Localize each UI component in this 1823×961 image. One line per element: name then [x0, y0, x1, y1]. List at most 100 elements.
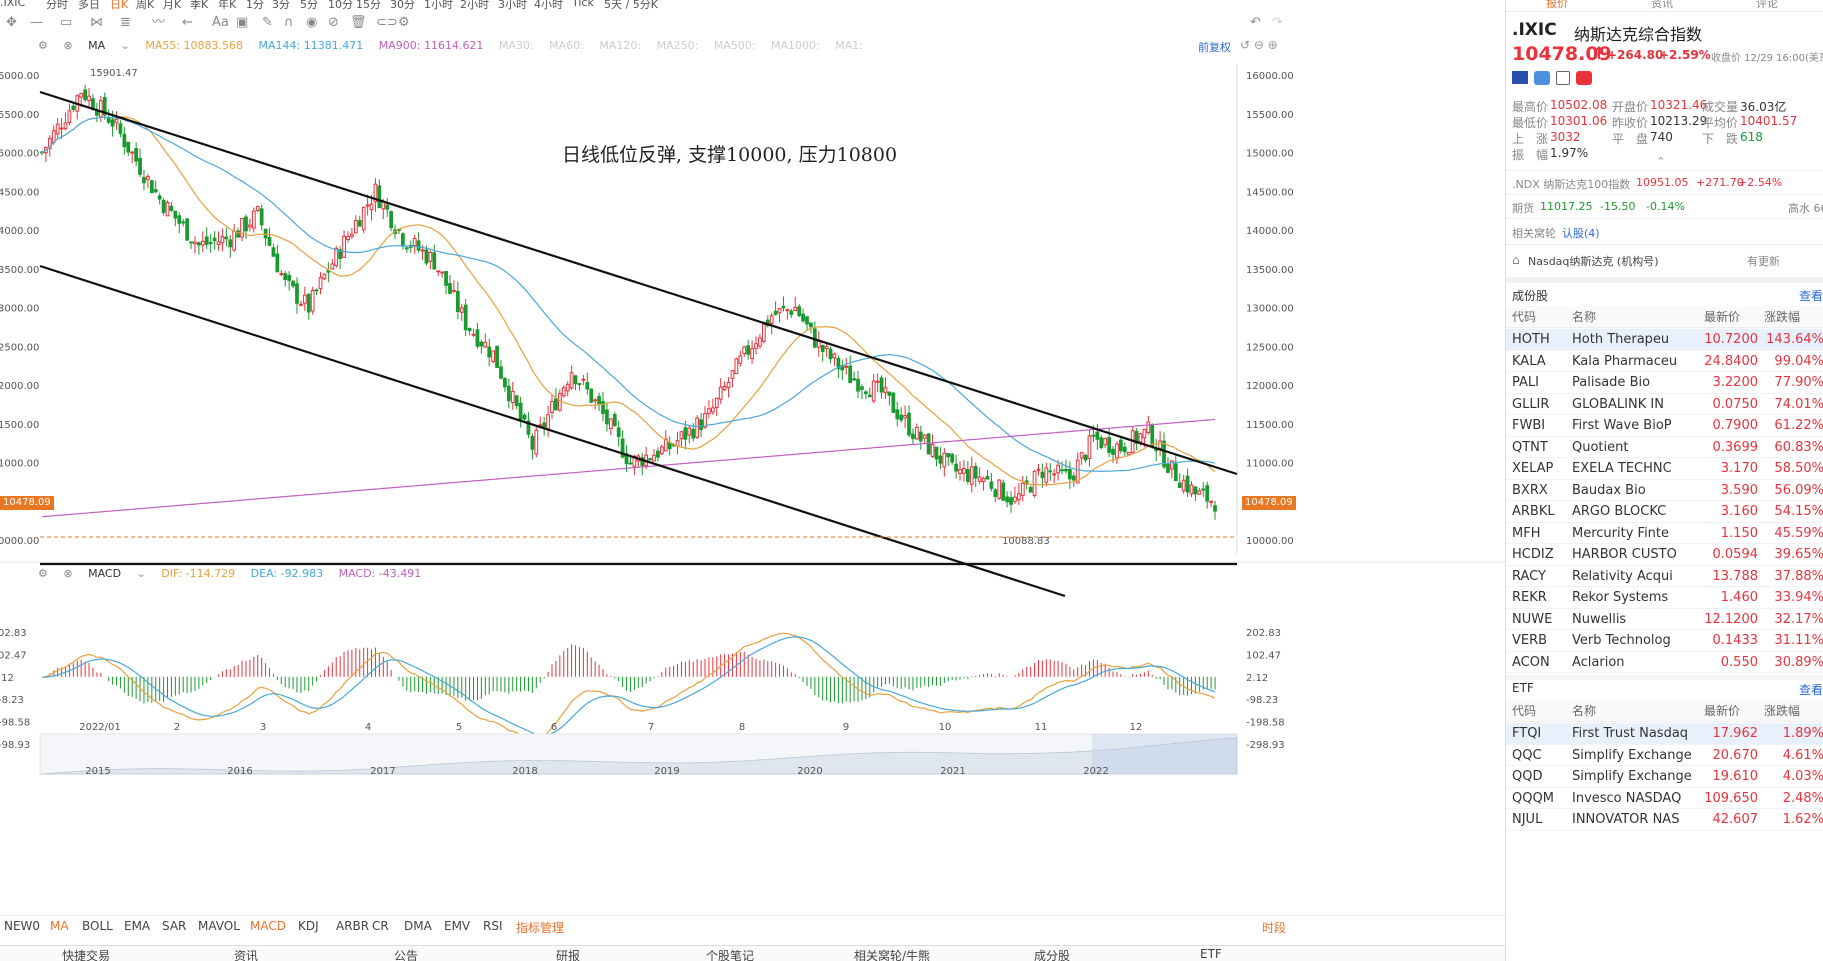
window-controls-icon[interactable]: ↺ ⊖ ⊕ [1240, 38, 1278, 52]
col-code[interactable]: 代码 [1512, 704, 1537, 718]
indicator-tab[interactable]: CR [372, 919, 389, 933]
indicator-tab[interactable]: MAVOL [198, 919, 240, 933]
collapse-icon[interactable]: ⌃ [1656, 155, 1666, 168]
period-tab[interactable]: 30分 [390, 0, 415, 11]
bottom-nav-item[interactable]: 资讯 [234, 949, 259, 961]
settings-icon[interactable]: ⚙ [38, 39, 48, 52]
component-row[interactable]: KALA Kala Pharmaceu 24.8400 99.04% [1506, 351, 1823, 372]
period-tab[interactable]: 1分 [246, 0, 264, 11]
component-row[interactable]: REKR Rekor Systems 1.460 33.94% [1506, 587, 1823, 609]
component-row[interactable]: GLLIR GLOBALINK IN 0.0750 74.01% [1506, 394, 1823, 415]
etf-row[interactable]: NJUL INNOVATOR NAS 42.607 1.62% [1506, 809, 1823, 831]
col-price[interactable]: 最新价 [1704, 310, 1741, 324]
col-code[interactable]: 代码 [1512, 310, 1537, 324]
col-name[interactable]: 名称 [1572, 704, 1597, 718]
etf-row[interactable]: QQD Simplify Exchange 19.610 4.03% [1506, 766, 1823, 788]
indicator-tab[interactable]: BOLL [82, 919, 113, 933]
component-row[interactable]: RACY Relativity Acqui 13.788 37.88% [1506, 566, 1823, 587]
line-tool-icon[interactable]: — [30, 15, 43, 30]
eye-icon[interactable]: ◉ [306, 15, 318, 30]
etf-row[interactable]: QQQM Invesco NASDAQ 109.650 2.48% [1506, 788, 1823, 809]
col-change[interactable]: 涨跌幅 [1764, 704, 1801, 718]
arrow-tool-icon[interactable]: ← [182, 15, 193, 30]
etf-row[interactable]: QQC Simplify Exchange 20.670 4.61% [1506, 745, 1823, 766]
component-row[interactable]: ARBKL ARGO BLOCKC 3.160 54.15% [1506, 501, 1823, 523]
bottom-nav-item[interactable]: 相关窝轮/牛熊 [854, 949, 931, 961]
ma-legend-name[interactable]: MA [88, 39, 106, 52]
period-tab[interactable]: 2小时 [460, 0, 489, 11]
wave-tool-icon[interactable]: 〰 [152, 15, 166, 30]
period-tab[interactable]: 4小时 [534, 0, 563, 11]
period-tab[interactable]: 3分 [272, 0, 290, 11]
component-row[interactable]: NUWE Nuwellis 12.1200 32.17% [1506, 609, 1823, 630]
indicator-tab[interactable]: EMA [124, 919, 151, 933]
components-more-link[interactable]: 查看 [1798, 289, 1823, 303]
text-tool-icon[interactable]: Aa [212, 15, 229, 30]
component-row[interactable]: FWBI First Wave BioP 0.7900 61.22% [1506, 415, 1823, 437]
settings-icon[interactable]: ⚙ [38, 567, 48, 580]
indicator-tab[interactable]: 指标管理 [516, 921, 565, 935]
indicator-tab[interactable]: MACD [250, 919, 286, 933]
heart-icon[interactable] [1576, 71, 1592, 85]
bottom-nav-item[interactable]: 研报 [556, 949, 581, 961]
indicator-tab[interactable]: EMV [444, 919, 471, 933]
indicator-tab[interactable]: DMA [404, 919, 432, 933]
col-price[interactable]: 最新价 [1704, 704, 1741, 718]
period-tab[interactable]: 1小时 [424, 0, 453, 11]
candlestick-chart[interactable]: 16000.006000.0015500.005500.0015000.0050… [0, 34, 1505, 784]
period-tab[interactable]: 日K [110, 0, 129, 11]
period-tab[interactable]: 15分 [356, 0, 381, 11]
chevron-down-icon[interactable]: ⌄ [136, 567, 146, 580]
component-row[interactable]: XELAP EXELA TECHNC 3.170 58.50% [1506, 458, 1823, 480]
indicator-tab[interactable]: RSI [483, 919, 503, 933]
crosshair-icon[interactable]: ✥ [6, 15, 17, 30]
bottom-nav-item[interactable]: 成分股 [1034, 949, 1071, 961]
bottom-nav-item[interactable]: 个股笔记 [706, 949, 755, 961]
period-tab[interactable]: 季K [190, 0, 209, 11]
chevron-down-icon[interactable]: ⌄ [120, 39, 130, 52]
component-row[interactable]: BXRX Baudax Bio 3.590 56.09% [1506, 480, 1823, 501]
etf-row[interactable]: FTQI First Trust Nasdaq 17.962 1.89% [1506, 723, 1823, 745]
period-tab[interactable]: 5天 / 5分K [604, 0, 658, 11]
period-tab[interactable]: 10分 [328, 0, 353, 11]
fib-tool-icon[interactable]: ≣ [120, 15, 131, 30]
undo-icon[interactable]: ↶ [1250, 15, 1261, 30]
bottom-nav-item[interactable]: 快捷交易 [62, 949, 111, 961]
period-tab[interactable]: 3小时 [498, 0, 527, 11]
institution-name[interactable]: Nasdaq纳斯达克 (机构号) [1528, 255, 1659, 268]
period-tab[interactable]: .IXIC [0, 0, 26, 9]
component-row[interactable]: HOTH Hoth Therapeu 10.7200 143.64% [1506, 329, 1823, 351]
indicator-tab[interactable]: ARBR [336, 919, 370, 933]
period-tab[interactable]: 分时 [46, 0, 68, 11]
indicator-tab[interactable]: MA [50, 919, 69, 933]
col-change[interactable]: 涨跌幅 [1764, 310, 1801, 324]
component-row[interactable]: QTNT Quotient 0.3699 60.83% [1506, 437, 1823, 458]
magnet-icon[interactable]: ∩ [284, 15, 294, 30]
rect-tool-icon[interactable]: ▭ [60, 15, 73, 30]
component-row[interactable]: HCDIZ HARBOR CUSTO 0.0594 39.65% [1506, 544, 1823, 566]
period-tab[interactable]: 月K [163, 0, 182, 11]
hide-icon[interactable]: ⊘ [328, 15, 339, 30]
close-icon[interactable]: ⊗ [63, 567, 73, 580]
col-name[interactable]: 名称 [1572, 310, 1597, 324]
period-tab[interactable]: Tick [572, 0, 594, 9]
period-tab[interactable]: 周K [136, 0, 155, 11]
indicator-tab[interactable]: NEW0 [4, 919, 41, 933]
indicator-tab[interactable]: KDJ [298, 919, 319, 933]
chart-area[interactable]: 16000.00 6000.00 15500.00 5500.00 15000.00 50… [0, 34, 1505, 784]
session-button[interactable]: 时段 [1262, 921, 1287, 935]
period-tab[interactable]: 年K [218, 0, 237, 11]
trash-icon[interactable]: 🗑 [350, 15, 367, 30]
bottom-nav-item[interactable]: 公告 [394, 949, 419, 961]
redo-icon[interactable]: ↷ [1272, 15, 1283, 30]
period-tab[interactable]: 5分 [300, 0, 318, 11]
close-icon[interactable]: ⊗ [63, 39, 73, 52]
warrants-link[interactable]: 认股(4) [1562, 227, 1600, 240]
link-icon[interactable]: ⊂⊃ [376, 15, 398, 30]
bottom-nav-item[interactable]: ETF [1200, 947, 1222, 961]
tab-news[interactable]: 资讯 [1651, 0, 1673, 10]
settings-icon[interactable]: ⚙ [398, 15, 410, 30]
doc-icon[interactable] [1556, 71, 1570, 85]
component-row[interactable]: MFH Mercurity Finte 1.150 45.59% [1506, 523, 1823, 544]
indicator-tab[interactable]: SAR [162, 919, 187, 933]
